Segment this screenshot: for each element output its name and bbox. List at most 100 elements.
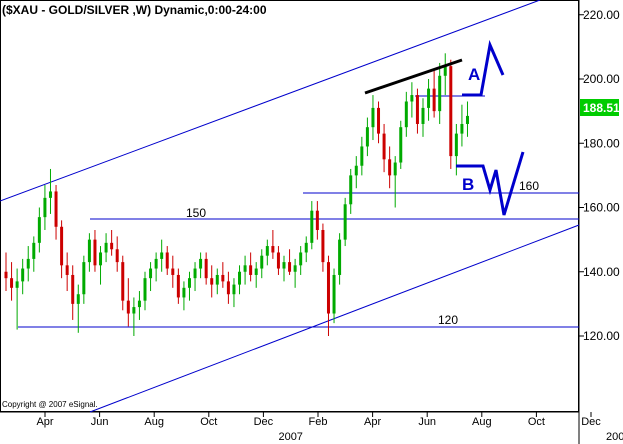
candle-body <box>160 252 164 259</box>
x-tick-label: Feb <box>309 416 328 428</box>
last-price-label: 188.51 <box>583 101 620 115</box>
candle-body <box>465 115 469 124</box>
path-b-arrow <box>456 151 525 216</box>
x-tick-label: Aug <box>144 416 164 428</box>
candle-body <box>432 88 436 112</box>
candle-body <box>87 239 91 263</box>
candle-body <box>232 284 236 295</box>
x-tick-label: Dec <box>581 416 601 428</box>
candle-body <box>215 274 219 285</box>
candle-body <box>354 165 358 176</box>
candle-body <box>115 249 119 263</box>
candle-body <box>93 239 97 266</box>
candle-body <box>71 274 75 304</box>
candle-body <box>82 262 86 295</box>
candle-body <box>271 246 275 253</box>
candle-body <box>187 278 191 288</box>
x-tick-label: Aug <box>472 416 492 428</box>
x-tick-label: Oct <box>528 416 545 428</box>
candle-body <box>10 278 14 288</box>
y-tick-label: 140.00 <box>583 265 620 279</box>
candle-body <box>254 268 258 275</box>
candle-body <box>260 255 264 269</box>
candle-body <box>326 262 330 314</box>
candle-body <box>126 300 130 314</box>
y-tick-label: 120.00 <box>583 329 620 343</box>
x-tick-label: Jun <box>418 416 436 428</box>
candle-body <box>165 252 169 269</box>
candle-body <box>421 107 425 124</box>
candle-body <box>343 204 347 240</box>
candle-body <box>221 274 225 282</box>
candle-body <box>4 271 8 279</box>
candle-body <box>149 268 153 279</box>
top-trendline <box>364 58 463 95</box>
candle-body <box>349 175 353 205</box>
candle-body <box>304 242 308 253</box>
candle-body <box>132 307 136 314</box>
candle-body <box>282 262 286 269</box>
candle-body <box>265 246 269 256</box>
candle-body <box>48 191 52 198</box>
candle-body <box>54 191 58 227</box>
y-tick-label: 160.00 <box>583 201 620 215</box>
x-year-label: 2007 <box>278 431 302 443</box>
candle-body <box>371 107 375 128</box>
candle-body <box>315 210 319 230</box>
candle-body <box>360 146 364 166</box>
candle-body <box>449 66 453 157</box>
candle-body <box>26 258 30 269</box>
path-a-arrow <box>462 39 505 97</box>
label-150: 150 <box>186 206 206 220</box>
candle-body <box>110 242 114 250</box>
y-tick-label: 180.00 <box>583 136 620 150</box>
x-axis-ticks: AprJunAugOctDecFebAprJunAugOctDecFebApr2… <box>36 412 623 443</box>
candles <box>4 53 469 336</box>
candle-body <box>399 127 403 163</box>
candle-body <box>338 239 342 275</box>
candle-body <box>43 197 47 218</box>
candle-body <box>276 252 280 269</box>
x-tick-label: Dec <box>254 416 274 428</box>
candle-body <box>382 133 386 160</box>
candle-body <box>443 66 447 76</box>
candle-body <box>154 258 158 269</box>
candle-body <box>193 268 197 279</box>
candle-body <box>243 265 247 272</box>
candle-body <box>454 133 458 157</box>
x-tick-label: Jun <box>91 416 109 428</box>
candle-body <box>65 265 69 275</box>
plot-area <box>0 0 579 412</box>
candle-body <box>410 95 414 102</box>
y-tick-label: 200.00 <box>583 72 620 86</box>
x-year-label: 2008 <box>606 431 623 443</box>
channel-upper-line <box>0 0 541 202</box>
candle-body <box>365 127 369 147</box>
candle-body <box>427 88 431 108</box>
candle-body <box>299 252 303 266</box>
chart-title: ($XAU - GOLD/SILVER ,W) Dynamic,0:00-24:… <box>2 3 267 17</box>
candle-body <box>321 229 325 263</box>
candle-body <box>37 217 41 243</box>
candle-body <box>182 287 186 298</box>
candle-body <box>388 159 392 176</box>
candle-body <box>137 300 141 308</box>
candle-body <box>15 281 19 288</box>
candle-body <box>393 162 397 176</box>
candle-body <box>104 242 108 253</box>
label-160: 160 <box>519 179 539 193</box>
candle-body <box>199 258 203 269</box>
y-tick-label: 220.00 <box>583 8 620 22</box>
candle-body <box>143 278 147 301</box>
candle-body <box>415 95 419 124</box>
y-axis-ticks: 220.00 200.00 180.00 160.00 140.00 120.00 <box>579 8 620 343</box>
candle-body <box>32 242 36 259</box>
x-tick-label: Apr <box>364 416 381 428</box>
candle-body <box>293 265 297 272</box>
candle-body <box>460 123 464 134</box>
candle-body <box>238 271 242 285</box>
support-lines <box>18 95 579 328</box>
label-a: A <box>468 65 480 84</box>
candle-body <box>21 268 25 282</box>
label-120: 120 <box>438 313 458 327</box>
